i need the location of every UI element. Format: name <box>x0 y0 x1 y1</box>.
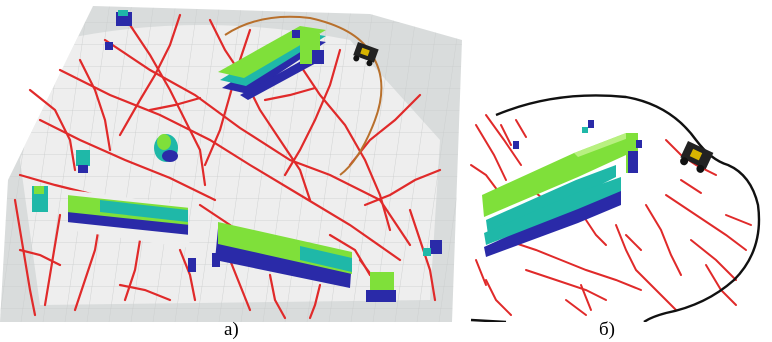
obstacle-wall-left <box>68 190 190 248</box>
obstacle-cluster-detail <box>482 120 642 257</box>
caption-a: а) <box>224 319 239 340</box>
obstacle-bush <box>154 134 178 162</box>
robot-icon-detail <box>680 141 714 173</box>
obstacle-bottom-right <box>366 272 396 302</box>
panel-b-svg <box>470 94 761 322</box>
robot-icon <box>353 42 379 67</box>
panel-a-map-overview <box>0 6 462 322</box>
caption-b: б) <box>599 319 615 340</box>
panel-a-svg <box>0 6 462 322</box>
robot-path-b <box>495 94 761 322</box>
obstacle-wall-center <box>215 222 352 288</box>
obstacle-cluster-top <box>218 26 326 100</box>
panel-b-map-detail <box>466 85 772 322</box>
